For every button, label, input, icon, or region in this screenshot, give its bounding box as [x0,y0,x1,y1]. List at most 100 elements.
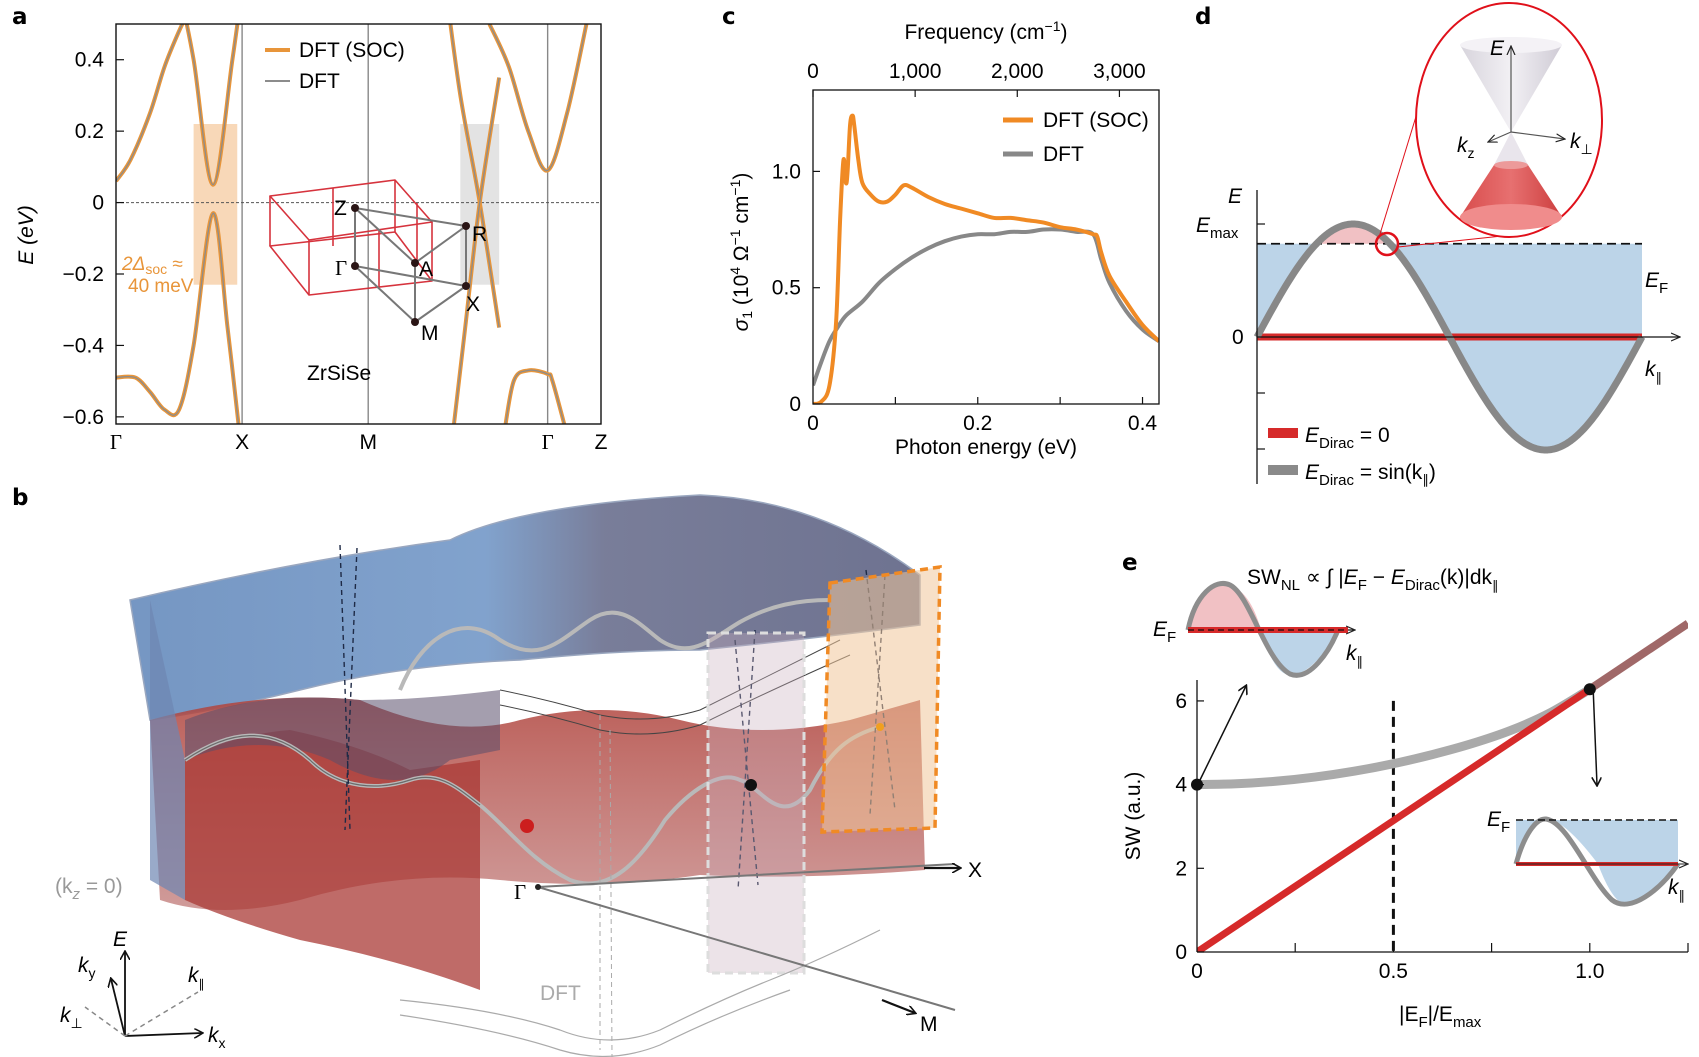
panel-a-xtick: Z [595,431,608,454]
axis-kpar-label: k∥ [188,964,205,991]
axis-ky-label: ky [78,954,96,981]
bz-point-m: M [421,322,439,345]
inset-ef-max: EF k∥ [1487,808,1688,907]
panel-c-top-tick: 3,000 [1093,60,1146,83]
band-dft-band5 [453,77,500,424]
panel-a-ytick: 0.4 [75,49,105,72]
panel-label-c: c [722,4,736,30]
x-direction-label: X [968,859,982,882]
series-dft [813,227,1159,387]
panel-a-xtick: X [235,431,249,454]
inset-k-label-2: k∥ [1668,876,1685,903]
panel-d-ylabel: E [1228,185,1243,208]
panel-e-ytick: 2 [1175,857,1187,880]
band-dft-soc-band3 [116,211,241,424]
cone-kz-label: kz [1457,134,1475,161]
panel-a-ytick: −0.6 [63,406,104,429]
panel-e-title: SWNL ∝ ∫ |EF − EDirac(k)|dk∥ [1247,566,1499,594]
callout-arrow-2 [1593,684,1597,785]
panel-a-xtick: Γ [110,430,122,454]
sw-continuation [1587,620,1688,693]
panel-e-spectral-weight: SWNL ∝ ∫ |EF − EDirac(k)|dk∥ 0 0.5 1.0 0 2 4 6… [1122,566,1688,1031]
zoom-marker-circle [1374,231,1400,257]
m-direction-label: M [920,1013,938,1036]
orange-marker-point [876,723,884,731]
legend-label-dft: DFT [299,70,340,93]
callout-arrow-1 [1199,686,1246,781]
inset-ef-label-1: EF [1153,618,1176,646]
legend-label-edirac-zero: EDirac = 0 [1305,424,1390,452]
highlight-box [193,124,238,285]
panel-label-a: a [12,4,28,30]
gamma-m-path [537,886,956,1011]
gamma-label: Γ [514,880,526,904]
cone-e-label: E [1490,37,1505,60]
band-dft-band6 [488,24,588,172]
panel-d-xlabel: k∥ [1645,358,1662,385]
axis-kx-label: kx [208,1024,226,1051]
bz-point-r: R [472,223,487,246]
panel-a-ytick: 0.2 [75,120,104,143]
sw-marker [1191,778,1203,791]
cone-kperp-label: k⊥ [1570,130,1593,157]
axis-kperp-label: k⊥ [60,1004,83,1031]
panel-c-ytick: 0 [789,393,801,416]
panel-c-top-tick: 1,000 [889,60,942,83]
panel-c-xlabel: Photon energy (eV) [895,436,1077,459]
black-marker-point [745,779,757,791]
fill-above-ef [1257,224,1642,244]
band-dft-band4 [449,24,500,328]
dft-label-b: DFT [540,982,581,1005]
soc-gap-annotation: 2Δsoc ≈ [121,254,183,277]
panel-d-dirac-model: E Emax 0 EF k∥ EDirac = 0 EDirac = sin(k… [1196,2,1680,489]
sw-zero-line [1197,686,1592,952]
bz-point-z: Z [334,197,347,220]
panel-e-ytick: 6 [1175,690,1187,713]
panel-c-top-tick: 2,000 [991,60,1044,83]
soc-gap-value: 40 meV [128,276,194,297]
kz-zero-label: (kz = 0) [55,875,123,903]
panel-d-zero-tick: 0 [1232,326,1244,349]
bz-point-gamma: Γ [335,256,347,280]
axis-triad: E ky kx k∥ k⊥ [60,928,226,1051]
inset-ef-label-2: EF [1487,808,1510,836]
legend-label-edirac-sin: EDirac = sin(k∥) [1305,461,1436,489]
panel-c-ytick: 0.5 [772,277,801,300]
panel-c-ylabel: σ1 (104 Ω−1 cm−1) [727,173,755,332]
cone-kperp-axis [1510,131,1565,139]
m-direction-arrow [881,998,915,1013]
panel-e-xtick: 0.5 [1379,960,1408,983]
sw-marker [1583,683,1596,696]
red-marker-point [520,819,534,833]
panel-b-3d-band-illustration: Γ X M DFT (kz = 0) E ky kx k∥ k⊥ [55,494,982,1057]
legend-label-dft-soc-c: DFT (SOC) [1043,109,1149,132]
inset-ef-zero: EF k∥ [1153,581,1363,678]
panel-c-top-tick: 0 [807,60,819,83]
band-dft-soc-band7 [503,368,567,424]
panel-label-d: d [1195,4,1211,30]
panel-e-xtick: 0 [1191,960,1203,983]
panel-label-b: b [12,485,28,511]
legend-swatch-edirac-zero [1268,428,1298,438]
panel-d-ef-label: EF [1645,269,1668,297]
band-dft-band7 [504,369,565,424]
band-dft-soc-band6 [487,24,589,173]
panel-e-ytick: 4 [1175,774,1187,797]
dirac-cone [1460,37,1562,230]
material-label: ZrSiSe [307,362,371,385]
panel-c-top-axis-label: Frequency (cm−1) [904,18,1067,44]
legend-label-dft-soc: DFT (SOC) [299,39,405,62]
panel-a-ylabel: E (eV) [15,205,38,265]
band-dft-band3 [116,212,240,424]
band-dft-band2 [186,24,239,186]
panel-c-frame [812,89,1160,405]
panel-a-ytick: −0.2 [63,263,104,286]
panel-a-ytick: −0.4 [63,334,105,357]
band-dft-soc-band1 [116,24,185,183]
panel-c-ytick: 1.0 [772,160,801,183]
axis-e-label: E [113,928,128,951]
orange-dashed-region [820,564,942,834]
band-dft-band1 [116,24,184,182]
brillouin-zone-diagram: Z R Γ A X M [269,179,487,345]
panel-c-xtick: 0 [807,412,819,435]
